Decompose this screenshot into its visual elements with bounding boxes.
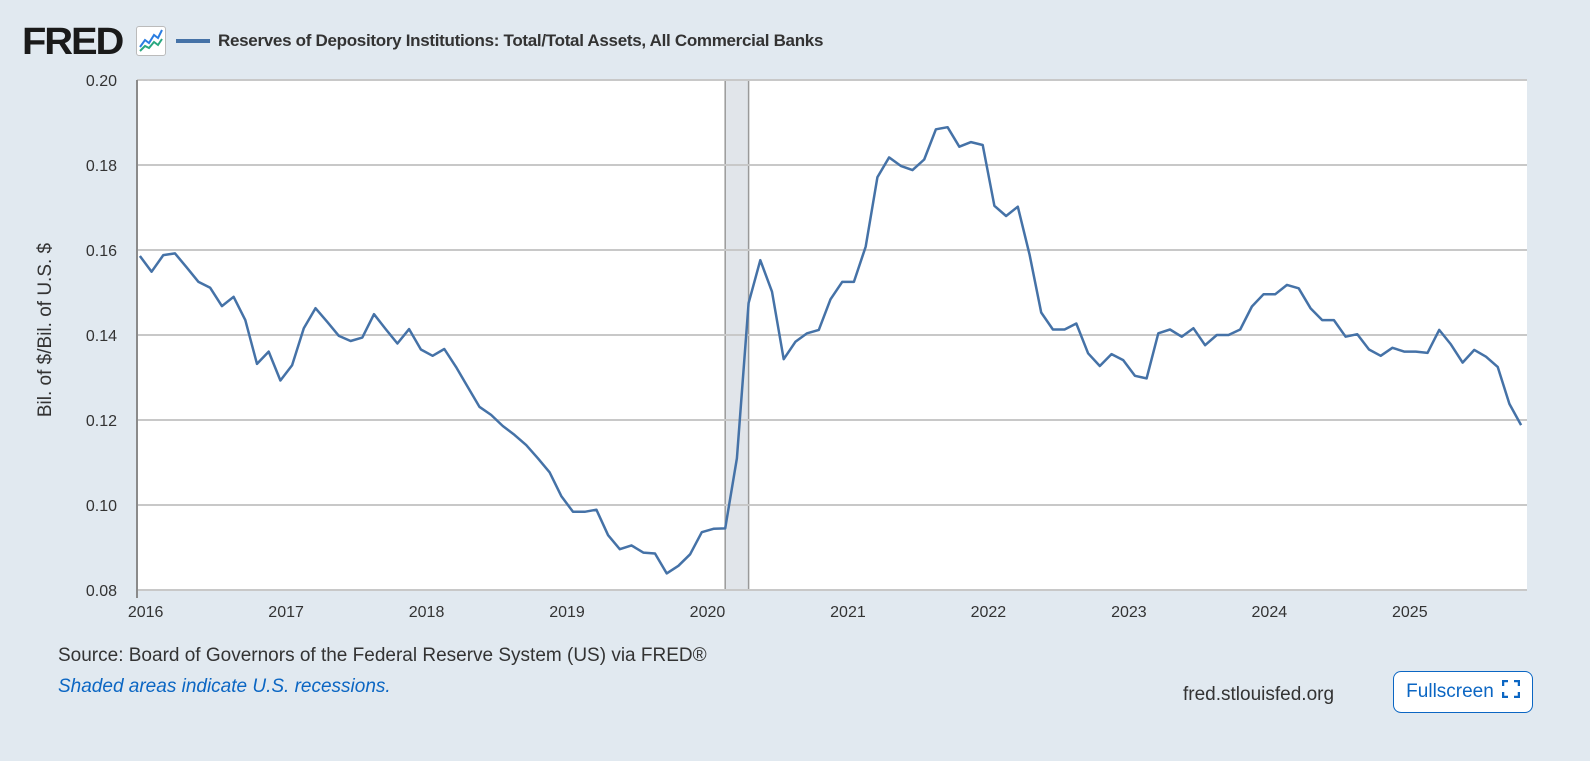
y-tick-label: 0.08 <box>86 583 117 600</box>
fullscreen-button[interactable]: Fullscreen <box>1393 671 1533 713</box>
x-tick-label: 2023 <box>1111 604 1147 621</box>
y-tick-label: 0.18 <box>86 158 117 175</box>
series-line <box>138 125 1523 575</box>
site-url[interactable]: fred.stlouisfed.org <box>1183 684 1335 705</box>
fullscreen-label: Fullscreen <box>1406 681 1494 702</box>
recession-note: Shaded areas indicate U.S. recessions. <box>58 676 391 697</box>
x-tick-label: 2018 <box>409 604 445 621</box>
x-tick-label: 2025 <box>1392 604 1428 621</box>
x-tick-label: 2024 <box>1252 604 1288 621</box>
y-axis-label: Bil. of $/Bil. of U.S. $ <box>35 242 56 418</box>
y-tick-label: 0.16 <box>86 243 117 260</box>
y-tick-label: 0.10 <box>86 498 117 515</box>
line-chart-icon <box>136 26 166 56</box>
y-tick-label: 0.12 <box>86 413 117 430</box>
x-tick-label: 2021 <box>830 604 866 621</box>
legend-swatch <box>176 39 210 43</box>
legend: Reserves of Depository Institutions: Tot… <box>176 31 823 51</box>
x-tick-label: 2019 <box>549 604 585 621</box>
x-tick-label: 2020 <box>690 604 726 621</box>
source-text: Source: Board of Governors of the Federa… <box>58 645 707 666</box>
legend-label: Reserves of Depository Institutions: Tot… <box>218 31 824 50</box>
x-tick-label: 2017 <box>268 604 304 621</box>
x-tick-label: 2016 <box>128 604 164 621</box>
y-tick-label: 0.14 <box>86 328 117 345</box>
expand-icon <box>1501 679 1521 704</box>
y-tick-label: 0.20 <box>86 73 117 90</box>
x-tick-label: 2022 <box>971 604 1007 621</box>
fred-logo: FRED <box>22 21 124 63</box>
